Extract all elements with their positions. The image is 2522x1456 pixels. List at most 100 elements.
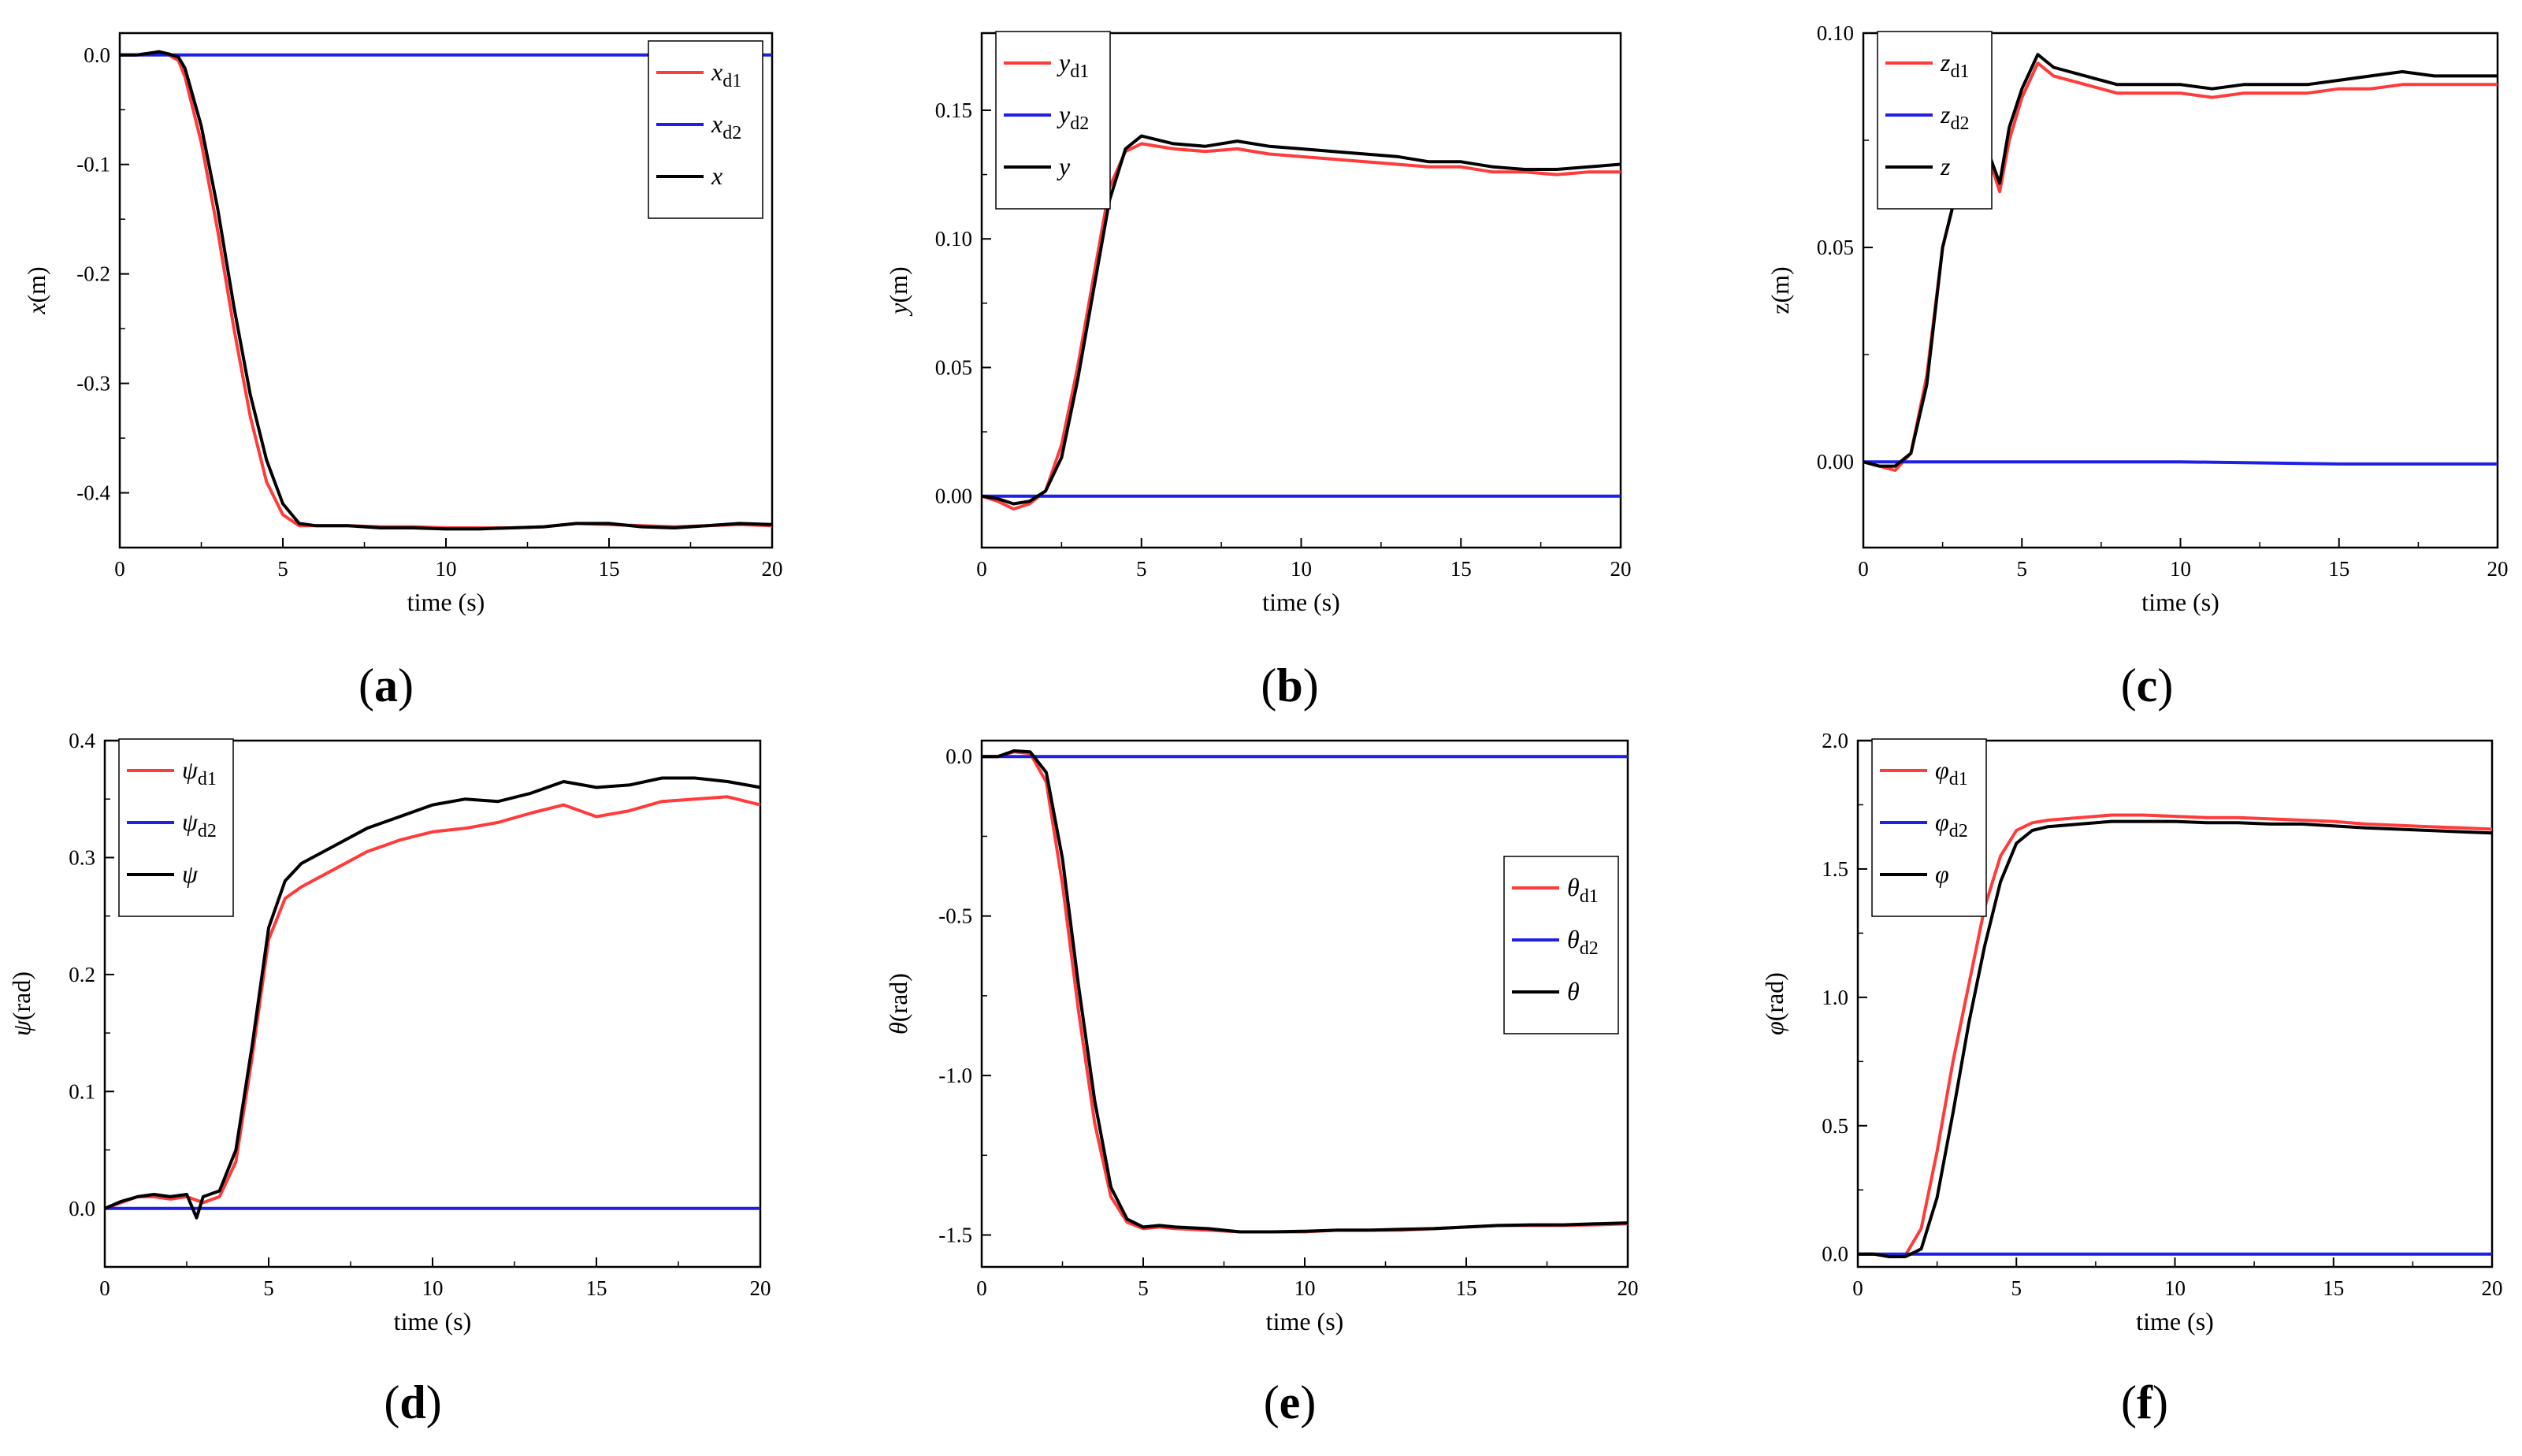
x-tick-label: 5: [263, 1276, 274, 1300]
y-tick-label: 0.05: [935, 355, 972, 379]
x-tick-label: 0: [976, 557, 987, 581]
x-tick-label: 15: [1456, 1276, 1477, 1300]
y-tick-label: 0.10: [935, 227, 972, 251]
x-tick-label: 20: [2487, 557, 2509, 581]
panel-caption: (f): [2121, 1376, 2168, 1428]
x-tick-label: 20: [762, 557, 783, 581]
panel-caption: (c): [2121, 659, 2174, 711]
legend-box: [995, 31, 1111, 210]
y-tick-label: 0.0: [945, 745, 972, 768]
series-line-z: [1863, 53, 2498, 468]
series-line-θ: [982, 749, 1629, 1234]
x-axis-label: time (s): [394, 1307, 472, 1335]
x-tick-label: 0: [1858, 557, 1869, 581]
x-tick-label: 15: [1450, 557, 1472, 581]
x-tick-label: 15: [2328, 557, 2349, 581]
x-tick-label: 0: [1852, 1276, 1863, 1300]
legend-entry: zd1: [1940, 48, 1969, 82]
x-tick-label: 5: [2011, 1276, 2022, 1300]
legend-entry: yd1: [1057, 48, 1089, 82]
y-tick-label: 0.15: [935, 98, 972, 122]
legend: xd1 xd2 x: [648, 40, 763, 219]
x-tick-label: 5: [1136, 557, 1147, 581]
legend-entry: ψ: [182, 860, 199, 888]
legend-entry: ψd2: [182, 808, 217, 841]
legend-entry: yd2: [1057, 100, 1089, 134]
x-axis-label: time (s): [1266, 1307, 1344, 1335]
legend-box: [118, 738, 234, 917]
legend: yd1 yd2 y: [995, 31, 1111, 210]
x-tick-label: 20: [750, 1276, 771, 1300]
legend-entry: θd1: [1567, 873, 1599, 907]
x-tick-label: 20: [1618, 1276, 1639, 1300]
x-axis-label: time (s): [2141, 588, 2219, 616]
panel-c: 0 5 10 15 20 0.00 0.05 0.10 time (s) z(m) zd1 zd2 z (…: [1766, 21, 2509, 711]
y-axis-label: z(m): [1766, 266, 1794, 314]
series-line-φ_d1: [1858, 813, 2493, 1258]
x-tick-label: 20: [2482, 1276, 2503, 1300]
panel-caption: (d): [384, 1376, 441, 1428]
y-tick-label: 1.0: [1822, 986, 1848, 1009]
y-axis-label: x(m): [22, 266, 50, 314]
y-tick-label: 0.4: [69, 729, 95, 752]
x-axis-label: time (s): [407, 588, 485, 616]
x-tick-label: 15: [586, 1276, 607, 1300]
y-tick-label: 0.1: [69, 1079, 95, 1103]
x-tick-label: 5: [2017, 557, 2028, 581]
legend: zd1 zd2 z: [1877, 31, 1993, 210]
y-tick-label: -0.1: [76, 153, 110, 176]
y-axis-label: φ(rad): [1760, 972, 1788, 1035]
legend-box: [1871, 738, 1987, 917]
y-tick-label: 0.10: [1817, 21, 1854, 45]
legend-entry: x: [711, 162, 722, 190]
legend: ψd1 ψd2 ψ: [118, 738, 234, 917]
legend: φd1 φd2 φ: [1871, 738, 1987, 917]
x-tick-label: 0: [976, 1276, 987, 1300]
legend: θd1 θd2 θ: [1503, 856, 1619, 1034]
y-axis-label: ψ(rad): [7, 971, 35, 1036]
x-tick-label: 10: [1294, 1276, 1316, 1300]
y-tick-label: -0.3: [76, 372, 110, 396]
x-axis-label: time (s): [1262, 588, 1340, 616]
x-tick-label: 10: [2170, 557, 2191, 581]
panel-e: 0 5 10 15 20 0.0 -0.5 -1.0 -1.5 time (s) θ(rad) θd1…: [884, 739, 1639, 1428]
legend-entry: xd1: [711, 58, 741, 91]
y-tick-label: 0.00: [935, 485, 972, 508]
panel-a: 0 5 10 15 20 0.0 -0.1 -0.2 -0.3 -0.4 time (s) x(m) x…: [22, 32, 783, 711]
y-tick-label: -1.0: [938, 1064, 972, 1087]
legend-box: [648, 40, 763, 219]
panel-f: 0 5 10 15 20 0.0 0.5 1.0 1.5 2.0 time (s) φ(rad) φd1…: [1760, 729, 2503, 1428]
panel-d: 0 5 10 15 20 0.0 0.1 0.2 0.3 0.4 time (s) ψ(rad) ψd1…: [7, 729, 771, 1428]
y-tick-label: 1.5: [1822, 857, 1848, 881]
x-tick-label: 5: [277, 557, 288, 581]
legend-entry: y: [1057, 152, 1071, 180]
series-line-ψ_d1: [104, 795, 761, 1210]
legend-entry: φd1: [1935, 756, 1968, 789]
x-tick-label: 0: [99, 1276, 110, 1300]
series-line-y: [981, 134, 1621, 506]
x-tick-label: 15: [599, 557, 620, 581]
legend-entry: z: [1940, 152, 1951, 180]
x-tick-label: 10: [436, 557, 457, 581]
x-tick-label: 20: [1610, 557, 1632, 581]
y-tick-label: 0.0: [84, 43, 110, 67]
legend-entry: ψd1: [182, 756, 217, 789]
series-line-φ: [1858, 819, 2493, 1258]
legend-box: [1877, 31, 1993, 210]
y-tick-label: 0.3: [69, 845, 95, 869]
panel-caption: (a): [358, 659, 414, 711]
y-tick-label: -1.5: [938, 1224, 972, 1247]
y-tick-label: -0.2: [76, 262, 110, 286]
x-axis-label: time (s): [2136, 1307, 2214, 1335]
x-tick-label: 0: [114, 557, 125, 581]
y-tick-label: 2.0: [1822, 729, 1848, 752]
y-axis-label: θ(rad): [884, 973, 912, 1034]
y-axis-label: y(m): [884, 266, 912, 316]
x-tick-label: 10: [422, 1276, 444, 1300]
series-line-ψ: [104, 776, 761, 1220]
legend-entry: xd2: [711, 110, 741, 143]
y-tick-label: 0.2: [69, 963, 95, 986]
series-line-z_d2: [1863, 460, 2498, 466]
